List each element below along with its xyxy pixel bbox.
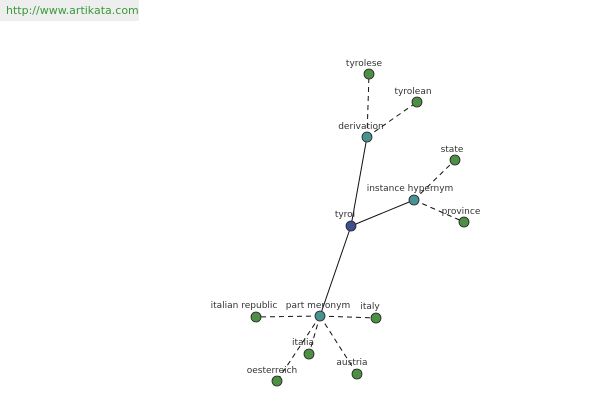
node-label[interactable]: tyrolean xyxy=(394,87,431,97)
node-label[interactable]: italia xyxy=(292,338,314,348)
node[interactable] xyxy=(250,311,262,323)
edge xyxy=(319,315,358,375)
node[interactable] xyxy=(408,194,420,206)
node[interactable] xyxy=(345,220,357,232)
edge xyxy=(350,199,415,227)
site-url[interactable]: http://www.artikata.com xyxy=(0,0,139,21)
node-label[interactable]: italy xyxy=(360,302,380,312)
node-label[interactable]: province xyxy=(442,207,481,217)
node[interactable] xyxy=(458,216,470,228)
node[interactable] xyxy=(411,96,423,108)
node[interactable] xyxy=(449,154,461,166)
node-label[interactable]: tyrolese xyxy=(346,59,383,69)
node[interactable] xyxy=(303,348,315,360)
edge xyxy=(308,315,321,355)
node[interactable] xyxy=(314,310,326,322)
node-label[interactable]: italian republic xyxy=(211,301,278,311)
node[interactable] xyxy=(361,131,373,143)
node-label[interactable]: derivation xyxy=(338,122,384,132)
node-label[interactable]: austria xyxy=(336,358,367,368)
node[interactable] xyxy=(351,368,363,380)
node[interactable] xyxy=(271,375,283,387)
edge xyxy=(366,73,370,138)
edge xyxy=(350,136,368,227)
node-label[interactable]: oesterreich xyxy=(247,366,298,376)
node-label[interactable]: instance hypernym xyxy=(367,184,454,194)
node[interactable] xyxy=(370,312,382,324)
edge xyxy=(276,315,321,382)
edge xyxy=(255,315,321,318)
edge xyxy=(319,225,352,317)
node-label[interactable]: state xyxy=(441,145,464,155)
edge xyxy=(366,101,418,138)
edge xyxy=(413,199,465,223)
edge xyxy=(319,315,377,319)
node[interactable] xyxy=(363,68,375,80)
edge xyxy=(413,159,456,201)
node-label[interactable]: tyrol xyxy=(335,210,355,220)
node-label[interactable]: part meronym xyxy=(286,301,350,311)
